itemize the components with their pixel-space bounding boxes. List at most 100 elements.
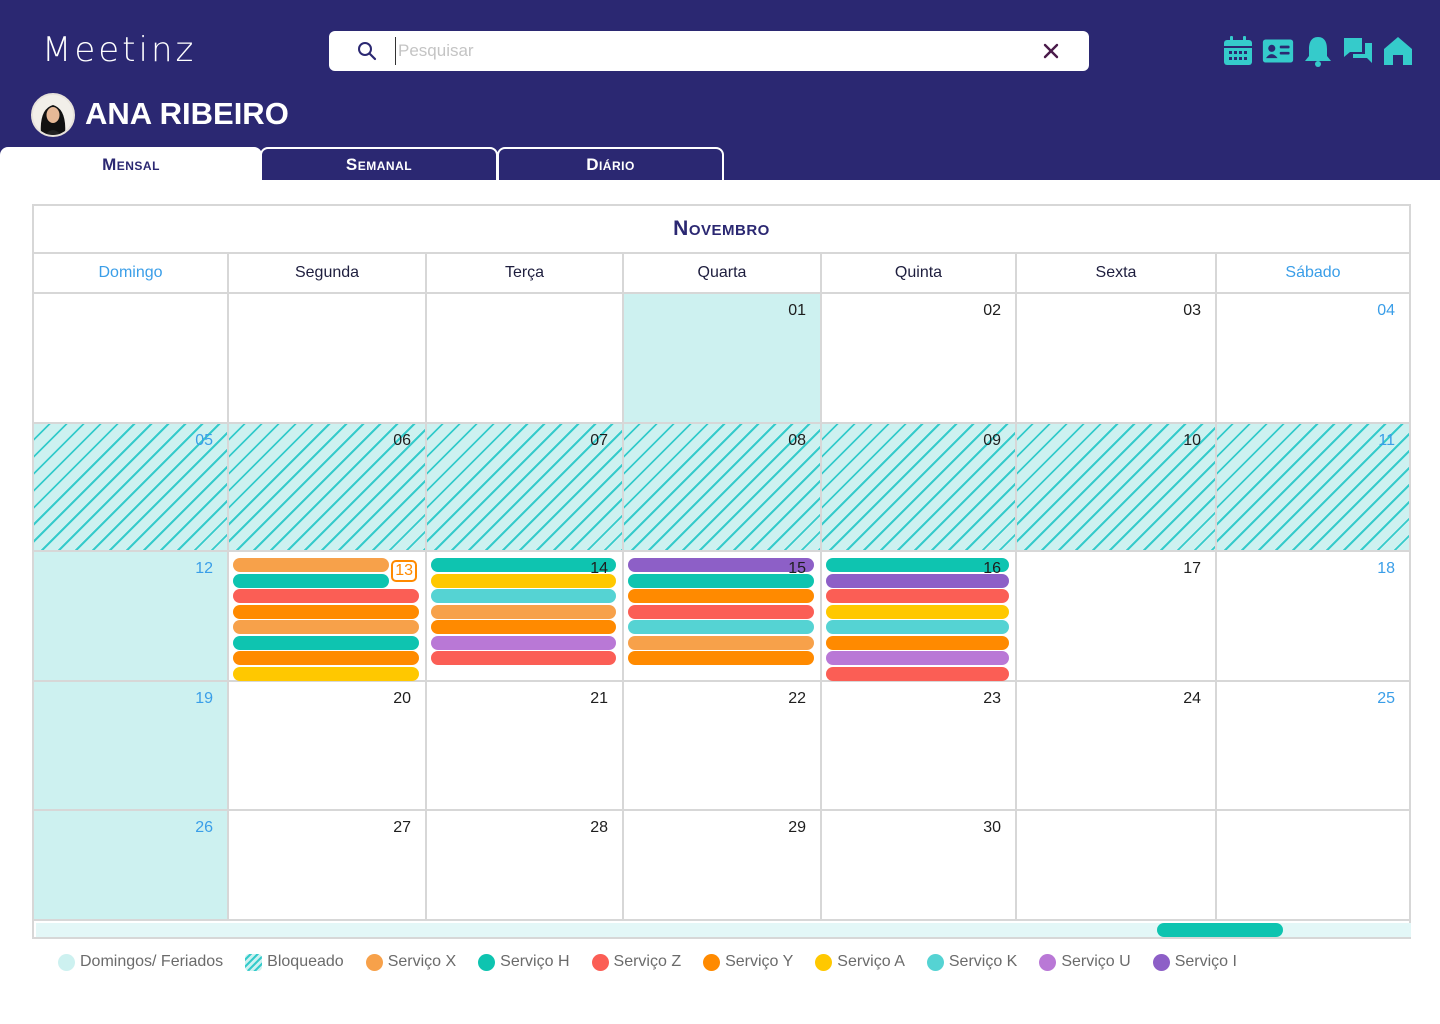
day-number: 20 [393,690,411,707]
day-number: 09 [983,432,1001,449]
event-bar[interactable] [826,589,1009,603]
day-cell[interactable]: 19 [34,682,229,811]
day-cell[interactable]: 24 [1017,682,1217,811]
event-bar[interactable] [826,666,1009,681]
tab-diario[interactable]: Diário [497,147,724,180]
day-number: 11 [1378,432,1395,449]
day-cell[interactable]: 11 [1217,424,1411,552]
event-bar[interactable] [431,589,616,603]
bell-icon[interactable] [1302,35,1334,67]
weekday-header: Sábado [1217,254,1411,294]
day-cell[interactable]: 18 [1217,552,1411,682]
contact-card-icon[interactable] [1262,35,1294,67]
event-bar[interactable] [233,666,419,681]
chat-icon[interactable] [1342,35,1374,67]
search-icon[interactable] [357,41,377,61]
day-cell[interactable]: 02 [822,294,1017,424]
event-bar[interactable] [431,558,616,572]
calendar-icon[interactable] [1222,35,1254,67]
day-cell[interactable]: 30 [822,811,1017,921]
day-cell[interactable]: 09 [822,424,1017,552]
day-cell[interactable]: 20 [229,682,427,811]
day-cell[interactable]: 04 [1217,294,1411,424]
day-cell[interactable]: 26 [34,811,229,921]
tab-mensal[interactable]: Mensal [0,147,262,180]
day-cell[interactable]: 25 [1217,682,1411,811]
app-logo[interactable]: Meetinz [42,30,197,70]
day-cell[interactable] [1217,811,1411,921]
event-bar[interactable] [628,604,814,619]
event-bar[interactable] [628,573,814,588]
event-bar[interactable] [628,620,814,634]
day-cell[interactable]: 28 [427,811,624,921]
event-bar[interactable] [826,573,1009,588]
event-bar[interactable] [431,651,616,665]
day-cell[interactable] [427,294,624,424]
day-cell[interactable]: 17 [1017,552,1217,682]
day-number: 27 [393,819,411,836]
day-cell[interactable]: 22 [624,682,822,811]
day-cell[interactable]: 16 [822,552,1017,682]
event-bar[interactable] [826,651,1009,665]
tab-semanal[interactable]: Semanal [260,147,498,180]
event-bar[interactable] [233,620,419,634]
event-bar[interactable] [431,620,616,634]
event-bar[interactable] [233,589,419,603]
event-bar[interactable] [628,589,814,603]
day-cell[interactable]: 08 [624,424,822,552]
event-bar[interactable] [826,635,1009,650]
event-bar[interactable] [826,620,1009,634]
event-bar[interactable] [431,573,616,588]
day-cell[interactable]: 10 [1017,424,1217,552]
event-bar[interactable] [628,635,814,650]
event-bar[interactable] [233,573,389,588]
day-cell[interactable] [34,294,229,424]
legend-label: Serviço Y [725,953,794,970]
legend-label: Serviço H [500,953,570,970]
day-cell[interactable]: 14 [427,552,624,682]
day-cell[interactable]: 06 [229,424,427,552]
close-icon[interactable] [1043,43,1059,59]
day-cell[interactable]: 29 [624,811,822,921]
event-bar[interactable] [233,558,389,572]
event-bar[interactable] [628,651,814,665]
day-cell[interactable]: 21 [427,682,624,811]
day-number: 01 [788,302,806,319]
day-cell[interactable]: 15 [624,552,822,682]
day-cell[interactable]: 23 [822,682,1017,811]
day-cell[interactable]: 13 [229,552,427,682]
day-cell[interactable]: 05 [34,424,229,552]
event-bar[interactable] [826,604,1009,619]
event-bar[interactable] [233,651,419,665]
day-number: 02 [983,302,1001,319]
event-bar[interactable] [233,635,419,650]
event-bar[interactable] [628,558,814,572]
day-number: 30 [983,819,1001,836]
search-input[interactable] [395,37,1015,65]
event-bar[interactable] [826,558,1009,572]
day-cell[interactable]: 27 [229,811,427,921]
day-number: 15 [788,560,806,577]
day-cell[interactable]: 01 [624,294,822,424]
event-bar[interactable] [233,604,419,619]
scrollbar-thumb[interactable] [1157,923,1283,937]
event-bar[interactable] [431,635,616,650]
legend-label: Bloqueado [267,953,344,970]
legend-item-service: Serviço K [926,953,1017,971]
avatar[interactable] [31,93,75,137]
service-color-dot [478,953,496,971]
day-cell[interactable] [1017,811,1217,921]
legend-label: Serviço A [837,953,905,970]
day-number: 21 [590,690,608,707]
horizontal-scrollbar[interactable] [36,923,1411,937]
day-number: 05 [195,432,213,449]
event-bar[interactable] [431,604,616,619]
home-icon[interactable] [1382,35,1414,67]
day-cell[interactable]: 07 [427,424,624,552]
day-number: 22 [788,690,806,707]
day-cell[interactable]: 12 [34,552,229,682]
legend-item-service: Serviço A [815,953,905,971]
day-cell[interactable]: 03 [1017,294,1217,424]
search-bar[interactable] [329,31,1089,71]
day-cell[interactable] [229,294,427,424]
